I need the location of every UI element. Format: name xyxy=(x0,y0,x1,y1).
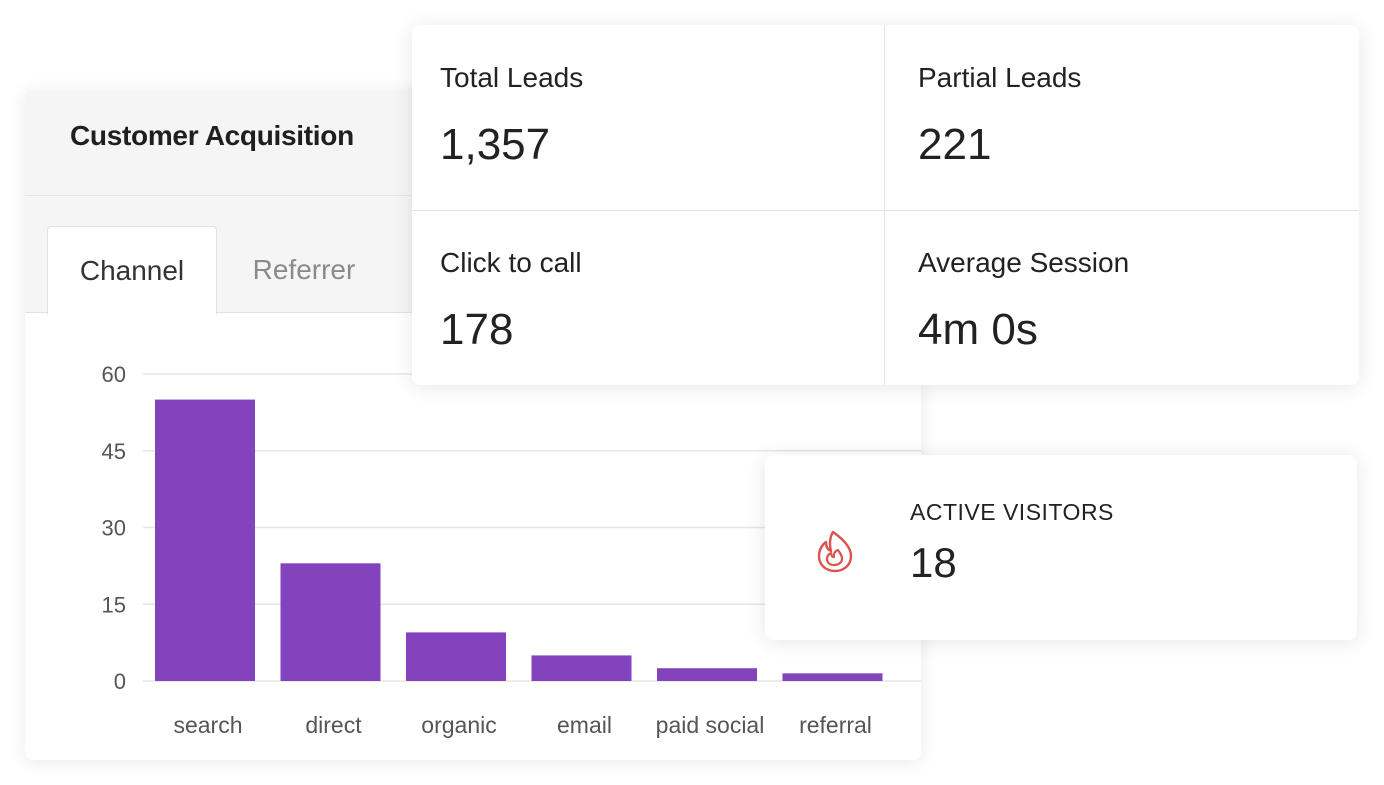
y-tick-label: 0 xyxy=(114,669,126,694)
bar-referral[interactable] xyxy=(782,673,883,681)
stats-horizontal-divider xyxy=(412,210,1359,211)
stat-label: Total Leads xyxy=(440,62,584,93)
stat-label: Click to call xyxy=(440,247,582,278)
stat-label: Partial Leads xyxy=(918,62,1082,93)
fire-icon xyxy=(817,530,853,573)
stats-vertical-divider xyxy=(884,25,885,385)
stat-label: Average Session xyxy=(918,247,1130,278)
x-tick-label: referral xyxy=(799,712,872,738)
stat-value: 1,357 xyxy=(440,120,551,169)
lead-stats-card: Total Leads 1,357 Partial Leads 221 Clic… xyxy=(412,25,1359,385)
stat-partial-leads: Partial Leads 221 xyxy=(890,25,1359,210)
active-visitors-value: 18 xyxy=(910,539,957,586)
stat-total-leads: Total Leads 1,357 xyxy=(412,25,884,210)
x-tick-label: direct xyxy=(305,712,362,738)
x-tick-label: paid social xyxy=(656,712,765,738)
active-visitors-card: ACTIVE VISITORS 18 xyxy=(765,455,1357,640)
acquisition-title: Customer Acquisition xyxy=(70,120,354,151)
x-tick-label: email xyxy=(557,712,612,738)
x-tick-label: search xyxy=(173,712,242,738)
active-visitors-label: ACTIVE VISITORS xyxy=(910,499,1114,525)
stat-average-session: Average Session 4m 0s xyxy=(890,211,1359,385)
x-tick-label: organic xyxy=(421,712,496,738)
bar-search[interactable] xyxy=(155,399,255,681)
bar-organic[interactable] xyxy=(406,632,506,681)
stat-value: 178 xyxy=(440,305,514,354)
stat-click-to-call: Click to call 178 xyxy=(412,211,884,385)
y-tick-label: 30 xyxy=(102,516,126,541)
y-tick-label: 60 xyxy=(102,362,126,387)
y-tick-label: 45 xyxy=(102,439,126,464)
stat-value: 4m 0s xyxy=(918,305,1038,354)
bar-direct[interactable] xyxy=(280,563,381,681)
tab-channel[interactable]: Channel xyxy=(47,226,217,314)
tab-referrer[interactable]: Referrer xyxy=(252,253,356,285)
y-tick-label: 15 xyxy=(102,592,126,617)
stat-value: 221 xyxy=(918,120,992,169)
bar-paid-social[interactable] xyxy=(657,668,757,681)
bar-email[interactable] xyxy=(531,655,632,681)
